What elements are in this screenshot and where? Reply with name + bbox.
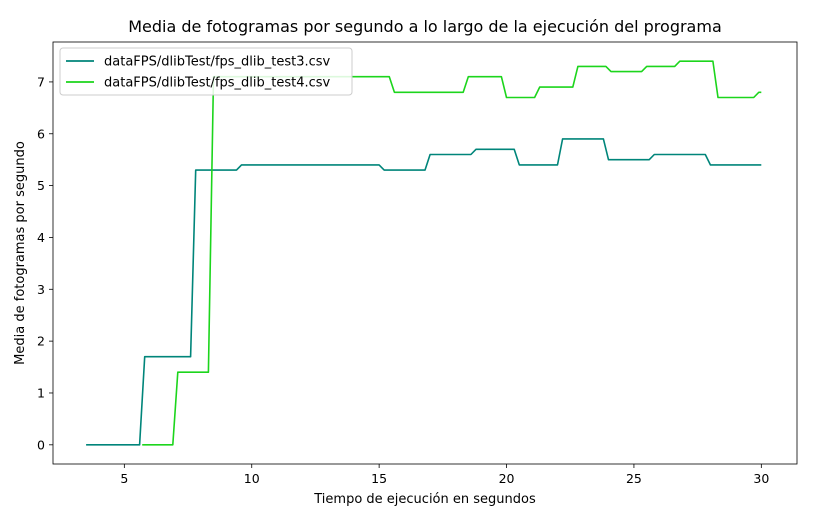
x-tick-label: 20 [499,471,515,486]
x-axis-label: Tiempo de ejecución en segundos [313,492,536,507]
plot-frame [52,41,798,465]
legend-label-2: dataFPS/dlibTest/fps_dlib_test4.csv [104,76,331,91]
y-tick-label: 1 [37,385,45,400]
x-tick-label: 30 [753,471,769,486]
legend: dataFPS/dlibTest/fps_dlib_test3.csv dataF… [59,47,353,96]
chart-title: Media de fotogramas por segundo a lo lar… [128,17,722,36]
x-tick-label: 25 [626,471,642,486]
plot-area [53,42,797,464]
x-tick-label: 10 [244,471,260,486]
x-tick-label: 5 [120,471,128,486]
y-tick-label: 7 [37,74,45,89]
y-tick-label: 2 [37,334,45,349]
series-line-1 [86,138,762,446]
y-axis-label: Media de fotogramas por segundo [13,141,28,365]
x-axis-ticks: 5 10 15 20 25 30 [120,464,769,486]
y-tick-label: 5 [37,178,45,193]
y-tick-label: 3 [37,282,45,297]
y-axis-ticks: 0 1 2 3 4 5 6 7 [37,74,53,452]
y-tick-label: 0 [37,437,45,452]
legend-box [59,47,353,96]
x-tick-label: 15 [371,471,387,486]
legend-label-1: dataFPS/dlibTest/fps_dlib_test3.csv [104,55,331,70]
y-tick-label: 4 [37,230,45,245]
y-tick-label: 6 [37,126,45,141]
